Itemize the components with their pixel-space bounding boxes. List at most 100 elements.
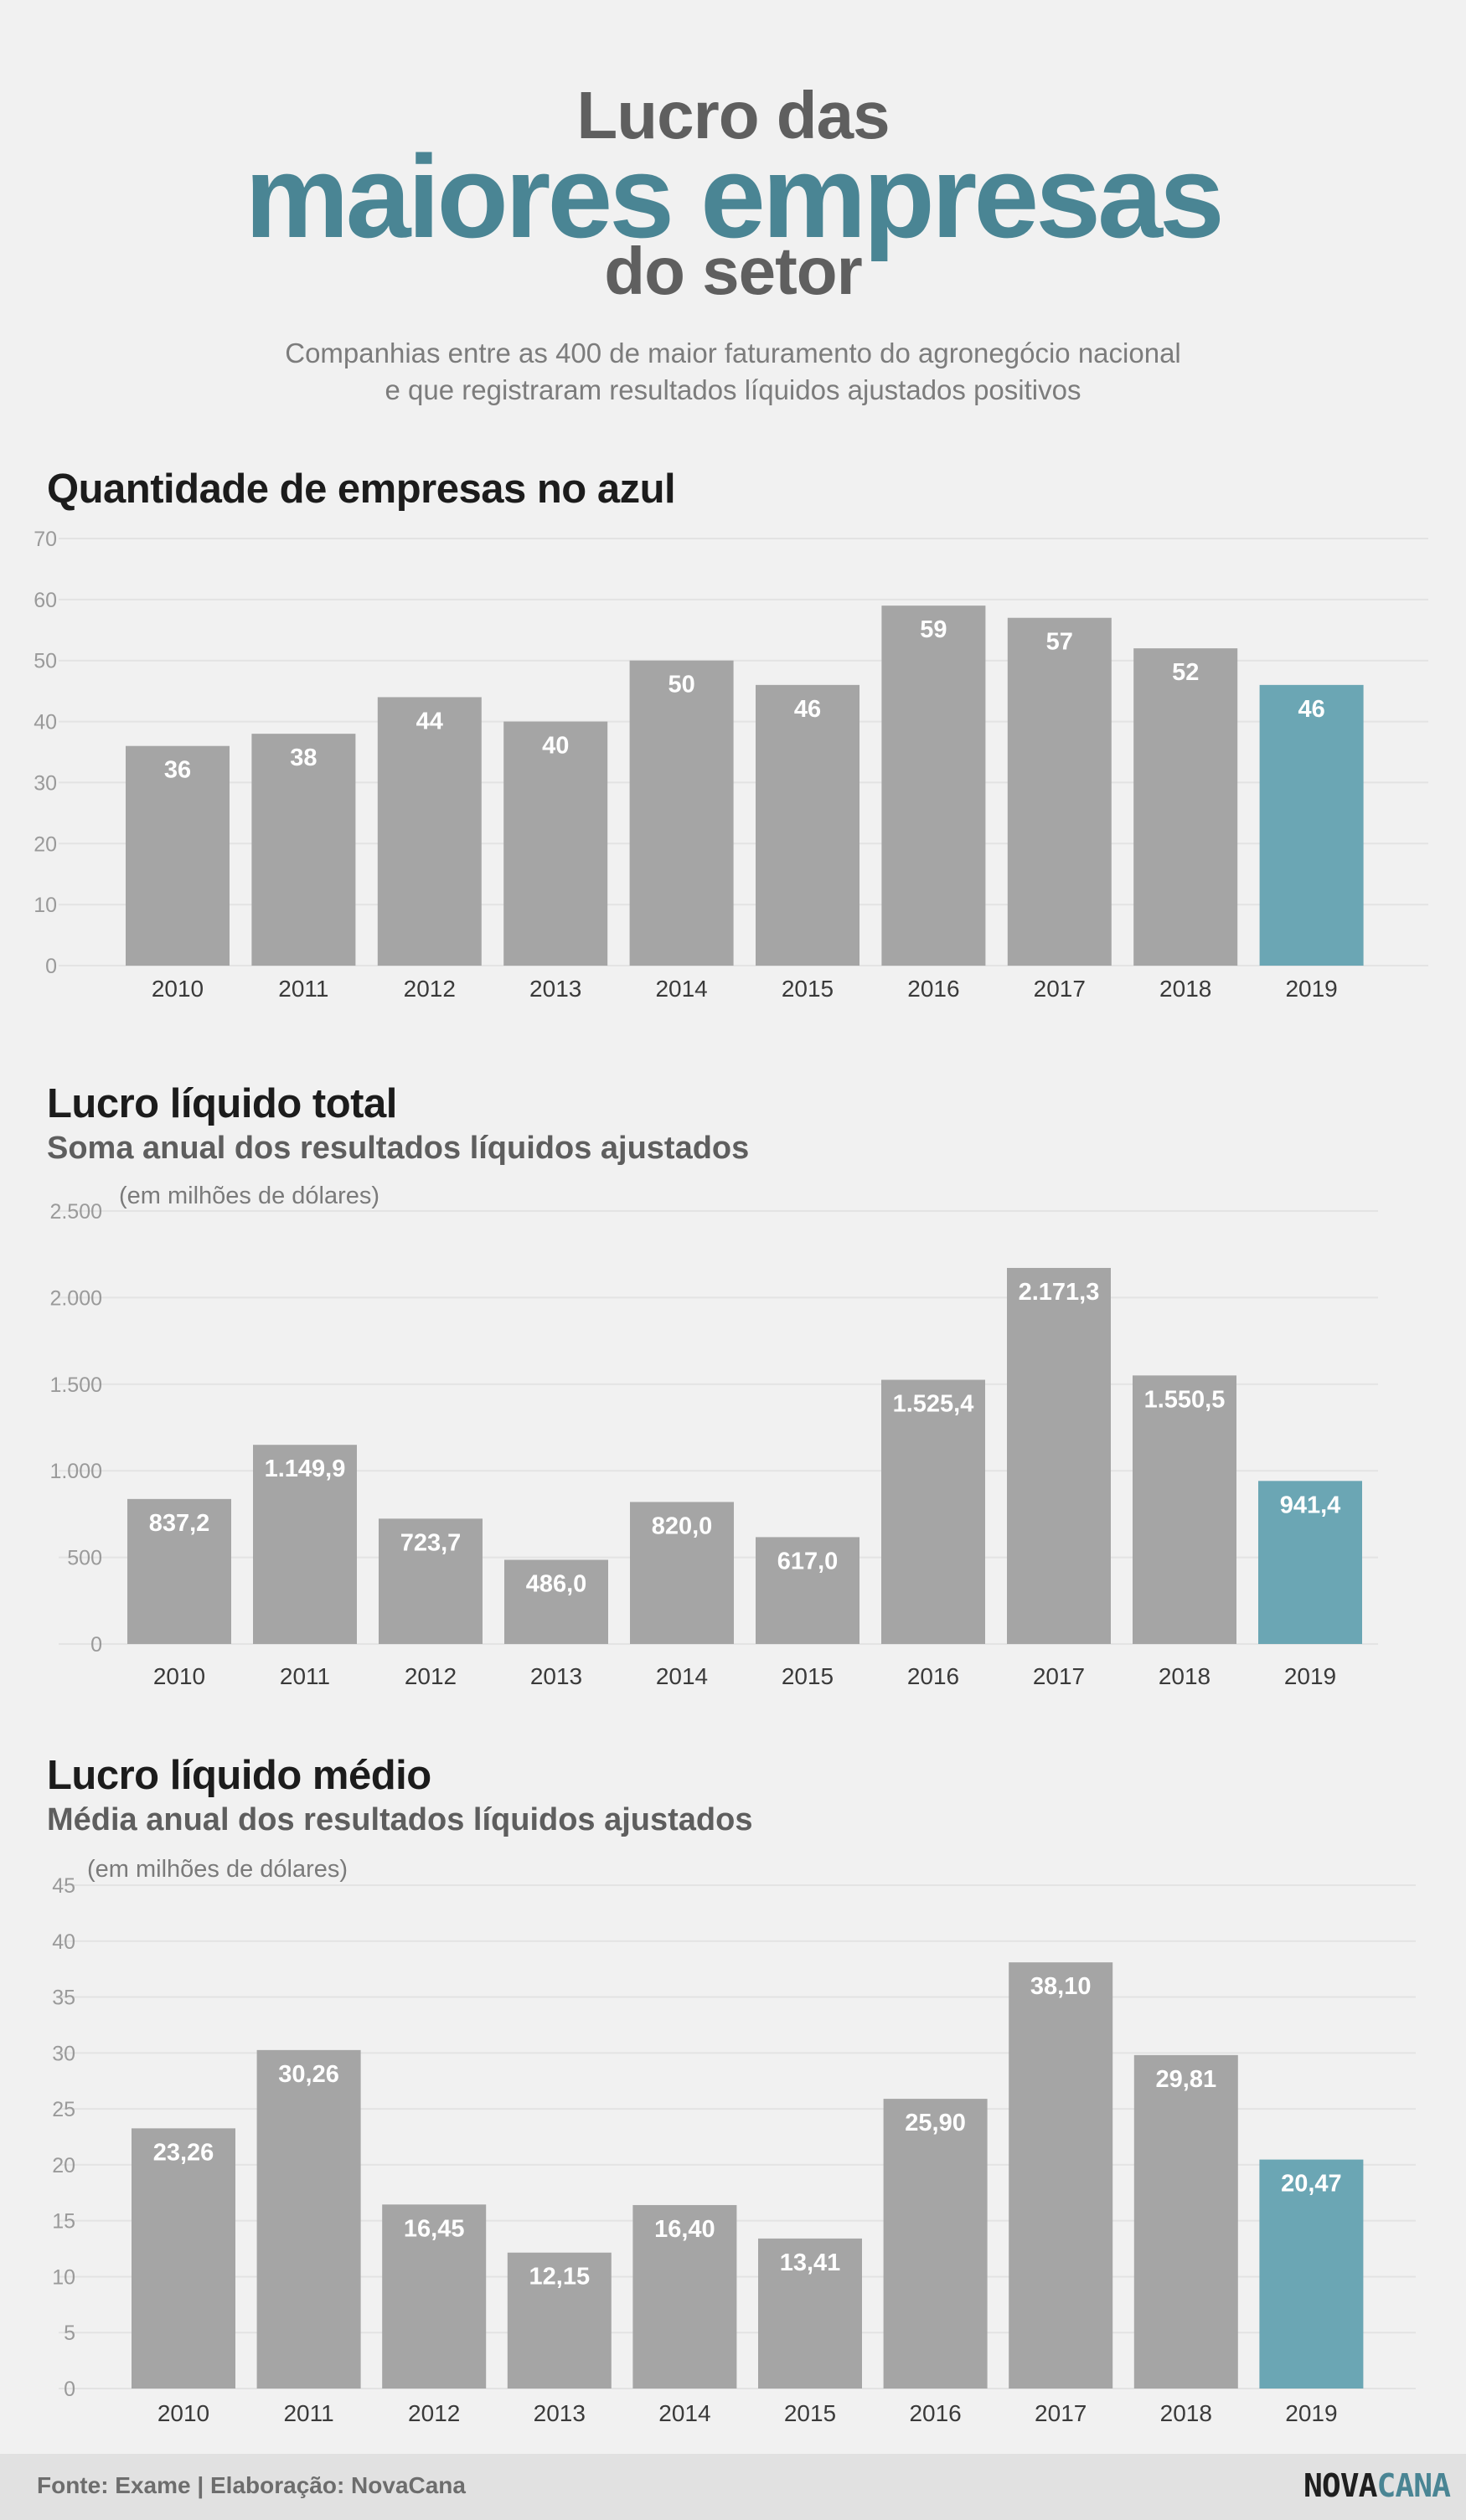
bar bbox=[1007, 1267, 1111, 1644]
bar bbox=[881, 1379, 985, 1644]
bar bbox=[1259, 684, 1364, 966]
chart1-bar-chart: 0 10 20 30 40 50 60 70 36 2010 38 2011 44 2012 40 2013 5… bbox=[34, 528, 1428, 1002]
y-tick-label: 5 bbox=[64, 2322, 75, 2345]
title-line-2: maiores empresas bbox=[245, 131, 1225, 262]
x-tick-label: 2015 bbox=[782, 976, 834, 1002]
bar bbox=[629, 660, 734, 966]
bar-value-label: 820,0 bbox=[652, 1513, 713, 1539]
bar-value-label: 1.149,9 bbox=[265, 1456, 346, 1482]
x-tick-label: 2010 bbox=[153, 1663, 205, 1689]
bar-value-label: 46 bbox=[1298, 696, 1324, 723]
bar bbox=[1133, 1375, 1236, 1644]
x-tick-label: 2010 bbox=[152, 976, 204, 1002]
y-tick-label: 10 bbox=[52, 2265, 75, 2289]
bar bbox=[1007, 617, 1112, 966]
x-tick-label: 2011 bbox=[280, 1663, 330, 1689]
x-tick-label: 2016 bbox=[907, 1663, 959, 1689]
x-tick-label: 2014 bbox=[655, 976, 707, 1002]
x-tick-label: 2013 bbox=[530, 1663, 582, 1689]
bar-value-label: 13,41 bbox=[780, 2249, 841, 2276]
chart2-subtitle: Soma anual dos resultados líquidos ajust… bbox=[47, 1131, 750, 1166]
chart2-bar-chart: 0 500 1.000 1.500 2.000 2.500 837,2 2010 1.149,9… bbox=[49, 1200, 1378, 1689]
x-tick-label: 2012 bbox=[404, 976, 456, 1002]
x-tick-label: 2018 bbox=[1160, 2400, 1212, 2426]
x-tick-label: 2012 bbox=[408, 2400, 460, 2426]
y-tick-label: 10 bbox=[34, 894, 57, 917]
logo-part-1: NOVA bbox=[1303, 2467, 1378, 2504]
bar bbox=[504, 1559, 608, 1644]
bar-value-label: 29,81 bbox=[1156, 2066, 1217, 2093]
y-tick-label: 40 bbox=[52, 1930, 75, 1954]
bar bbox=[756, 684, 859, 966]
chart2-title: Lucro líquido total bbox=[47, 1081, 397, 1126]
bar-value-label: 941,4 bbox=[1280, 1492, 1341, 1518]
x-tick-label: 2013 bbox=[529, 976, 581, 1002]
bar bbox=[758, 2238, 862, 2389]
bar bbox=[1258, 1481, 1362, 1644]
bar bbox=[256, 2049, 361, 2389]
x-tick-label: 2016 bbox=[909, 2400, 961, 2426]
x-tick-label: 2017 bbox=[1034, 976, 1086, 1002]
y-tick-label: 1.000 bbox=[49, 1460, 102, 1483]
chart3-unit: (em milhões de dólares) bbox=[87, 1856, 348, 1883]
bar-value-label: 38 bbox=[290, 745, 317, 771]
x-tick-label: 2019 bbox=[1285, 976, 1337, 1002]
bar-value-label: 40 bbox=[542, 733, 569, 760]
y-tick-label: 40 bbox=[34, 711, 57, 734]
bar bbox=[503, 721, 608, 966]
bar-value-label: 57 bbox=[1046, 629, 1073, 656]
y-tick-label: 2.000 bbox=[49, 1286, 102, 1310]
subtitle-line-1: Companhias entre as 400 de maior faturam… bbox=[285, 338, 1181, 368]
bar bbox=[379, 1518, 483, 1644]
bar bbox=[630, 1502, 734, 1644]
bar bbox=[883, 2099, 988, 2389]
y-tick-label: 70 bbox=[34, 528, 57, 551]
bar bbox=[127, 1498, 231, 1644]
chart3-title: Lucro líquido médio bbox=[47, 1753, 431, 1798]
bar-value-label: 23,26 bbox=[153, 2139, 214, 2166]
x-tick-label: 2010 bbox=[157, 2400, 209, 2426]
y-tick-label: 45 bbox=[52, 1874, 75, 1898]
y-tick-label: 0 bbox=[90, 1633, 102, 1657]
bar bbox=[251, 734, 356, 966]
novacana-logo: NOVACANA bbox=[1303, 2467, 1452, 2504]
bar bbox=[507, 2252, 612, 2389]
bar-value-label: 2.171,3 bbox=[1019, 1279, 1100, 1306]
footer-source: Fonte: Exame | Elaboração: NovaCana bbox=[37, 2472, 466, 2498]
bar bbox=[253, 1445, 357, 1644]
bar bbox=[126, 745, 230, 966]
y-tick-label: 25 bbox=[52, 2098, 75, 2121]
y-tick-label: 30 bbox=[52, 2042, 75, 2065]
bar-value-label: 12,15 bbox=[529, 2264, 591, 2291]
y-tick-label: 500 bbox=[67, 1547, 102, 1570]
chart3-subtitle: Média anual dos resultados líquidos ajus… bbox=[47, 1802, 753, 1837]
x-tick-label: 2011 bbox=[278, 976, 328, 1002]
y-tick-label: 30 bbox=[34, 771, 57, 795]
y-tick-label: 0 bbox=[64, 2378, 75, 2401]
y-tick-label: 35 bbox=[52, 1987, 75, 2010]
bar-value-label: 36 bbox=[164, 757, 191, 784]
x-tick-label: 2019 bbox=[1285, 2400, 1337, 2426]
bar-value-label: 59 bbox=[920, 616, 947, 643]
bar-value-label: 617,0 bbox=[777, 1548, 839, 1574]
logo-part-2: CANA bbox=[1376, 2467, 1452, 2504]
y-tick-label: 1.500 bbox=[49, 1373, 102, 1397]
chart3-bar-chart: 0 5 10 15 20 25 30 35 40 45 23,26 2010 30,26 2011 16,4… bbox=[52, 1874, 1416, 2426]
bar-value-label: 25,90 bbox=[905, 2110, 966, 2136]
bar bbox=[881, 606, 986, 966]
bar-value-label: 50 bbox=[668, 672, 694, 698]
bar bbox=[1133, 2054, 1238, 2389]
bar bbox=[632, 2204, 737, 2389]
bar bbox=[1009, 1962, 1113, 2389]
bar-value-label: 16,45 bbox=[404, 2215, 465, 2242]
title-line-3: do setor bbox=[604, 234, 863, 308]
x-tick-label: 2016 bbox=[907, 976, 959, 1002]
x-tick-label: 2017 bbox=[1033, 1663, 1085, 1689]
bar-value-label: 837,2 bbox=[149, 1510, 210, 1537]
bar bbox=[382, 2204, 487, 2389]
x-tick-label: 2014 bbox=[658, 2400, 710, 2426]
x-tick-label: 2017 bbox=[1035, 2400, 1087, 2426]
bar bbox=[1259, 2159, 1364, 2389]
y-tick-label: 15 bbox=[52, 2210, 75, 2234]
bar bbox=[756, 1537, 859, 1644]
